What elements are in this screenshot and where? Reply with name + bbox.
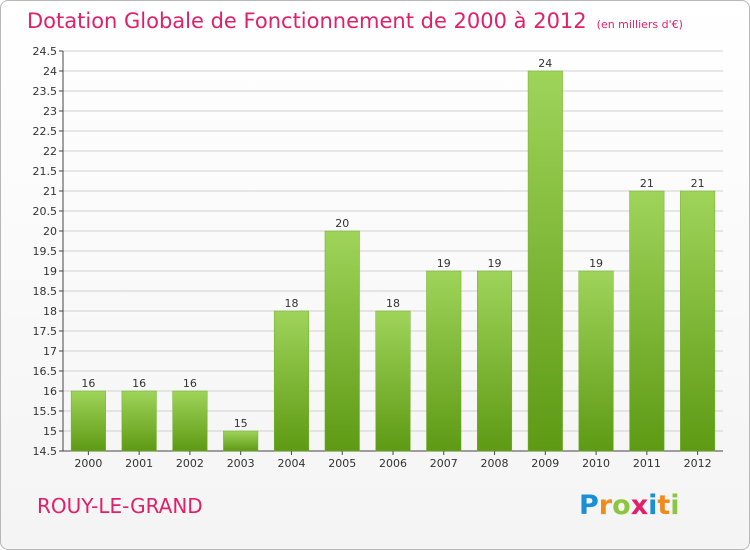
x-tick-label: 2006: [379, 457, 407, 470]
commune-name: ROUY-LE-GRAND: [37, 494, 203, 518]
data-label: 24: [538, 57, 552, 70]
data-label: 21: [691, 177, 705, 190]
data-label: 16: [183, 377, 197, 390]
bar-2007: [426, 270, 462, 452]
data-label: 19: [488, 257, 502, 270]
bar-2011: [629, 190, 665, 452]
x-tick-label: 2001: [125, 457, 153, 470]
y-tick-label: 15: [43, 425, 57, 438]
y-tick-label: 17: [43, 345, 57, 358]
bar-2012: [680, 190, 716, 452]
data-label: 21: [640, 177, 654, 190]
chart-title: Dotation Globale de Fonctionnement de 20…: [27, 9, 683, 33]
x-tick-label: 2003: [227, 457, 255, 470]
y-tick-label: 23: [43, 105, 57, 118]
bar-2008: [477, 270, 513, 452]
bars: [70, 70, 716, 452]
y-tick-label: 20.5: [33, 205, 58, 218]
bar-2010: [578, 270, 614, 452]
y-tick-label: 24.5: [33, 45, 58, 58]
y-tick-label: 16.5: [33, 365, 58, 378]
data-label: 16: [132, 377, 146, 390]
y-tick-label: 21.5: [33, 165, 58, 178]
data-label: 19: [589, 257, 603, 270]
y-tick-label: 18: [43, 305, 57, 318]
data-label: 19: [437, 257, 451, 270]
chart-title-text: Dotation Globale de Fonctionnement de 20…: [27, 9, 587, 33]
y-tick-label: 19.5: [33, 245, 58, 258]
data-label: 15: [234, 417, 248, 430]
bar-2002: [172, 390, 208, 452]
x-tick-label: 2002: [176, 457, 204, 470]
bar-2001: [121, 390, 157, 452]
data-labels: 16 16 16 15 18 20 18 19 19 24 19 21 21: [81, 57, 704, 430]
bar-2003: [223, 430, 259, 452]
proxiti-logo: Proxiti: [579, 490, 680, 521]
x-tick-label: 2011: [633, 457, 661, 470]
y-tick-label: 15.5: [33, 405, 58, 418]
data-label: 16: [81, 377, 95, 390]
y-tick-label: 20: [43, 225, 57, 238]
data-label: 18: [284, 297, 298, 310]
bar-2005: [324, 230, 360, 452]
x-tick-label: 2012: [684, 457, 712, 470]
data-label: 20: [335, 217, 349, 230]
x-tick-label: 2010: [582, 457, 610, 470]
chart-subtitle: (en milliers d'€): [596, 18, 683, 31]
y-tick-label: 16: [43, 385, 57, 398]
x-tick-label: 2009: [531, 457, 559, 470]
x-tick-label: 2008: [481, 457, 509, 470]
bar-2000: [70, 390, 106, 452]
y-tick-label: 22.5: [33, 125, 58, 138]
bar-2009: [527, 70, 563, 452]
data-label: 18: [386, 297, 400, 310]
y-tick-label: 14.5: [33, 445, 58, 458]
x-tick-label: 2007: [430, 457, 458, 470]
y-tick-label: 18.5: [33, 285, 58, 298]
y-tick-label: 19: [43, 265, 57, 278]
y-tick-label: 21: [43, 185, 57, 198]
y-tick-label: 17.5: [33, 325, 58, 338]
bar-2004: [273, 310, 309, 452]
x-tick-label: 2004: [277, 457, 305, 470]
bar-2006: [375, 310, 411, 452]
y-tick-label: 23.5: [33, 85, 58, 98]
x-tick-label: 2005: [328, 457, 356, 470]
x-tick-label: 2000: [74, 457, 102, 470]
y-tick-label: 24: [43, 65, 57, 78]
y-tick-label: 22: [43, 145, 57, 158]
